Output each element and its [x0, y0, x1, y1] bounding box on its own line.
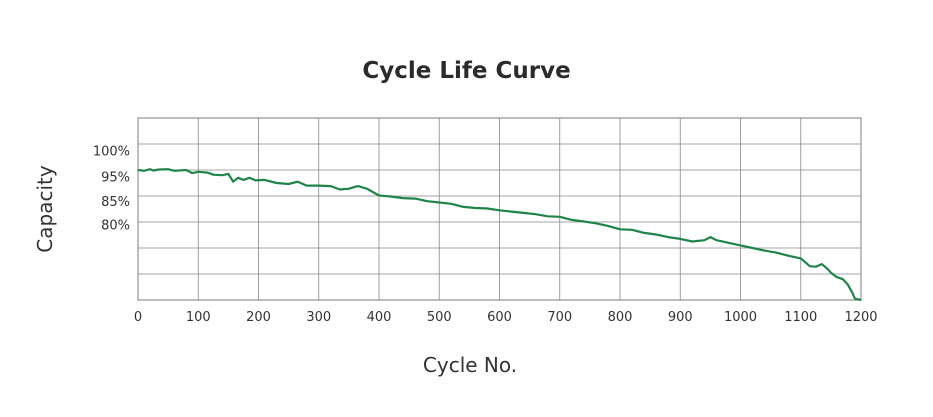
- y-tick-label: 95%: [101, 171, 130, 186]
- x-tick-labels: 0 100 200 300 400 500 600 700 800 900 1000 1100 1200: [134, 310, 878, 325]
- y-axis-label: Capacity: [33, 165, 57, 253]
- capacity-series-line: [137, 168, 862, 302]
- x-tick-label: 400: [367, 310, 392, 325]
- y-tick-label: 85%: [101, 195, 130, 210]
- x-axis-label: Cycle No.: [423, 353, 517, 377]
- x-tick-label: 800: [608, 310, 633, 325]
- x-tick-label: 900: [668, 310, 693, 325]
- x-tick-label: 700: [547, 310, 572, 325]
- x-tick-label: 1200: [844, 310, 877, 325]
- x-tick-label: 1100: [784, 310, 817, 325]
- x-tick-label: 100: [186, 310, 211, 325]
- x-tick-label: 500: [427, 310, 452, 325]
- x-tick-label: 1000: [724, 310, 757, 325]
- vertical-gridlines: [137, 118, 862, 300]
- y-tick-labels: 100% 95% 85% 80%: [93, 145, 130, 234]
- y-tick-label: 100%: [93, 145, 130, 160]
- chart-title: Cycle Life Curve: [362, 58, 571, 84]
- x-tick-label: 200: [246, 310, 271, 325]
- x-tick-label: 600: [487, 310, 512, 325]
- horizontal-gridlines: [138, 117, 861, 301]
- x-tick-label: 0: [134, 310, 142, 325]
- x-tick-label: 300: [306, 310, 331, 325]
- y-tick-label: 80%: [101, 219, 130, 234]
